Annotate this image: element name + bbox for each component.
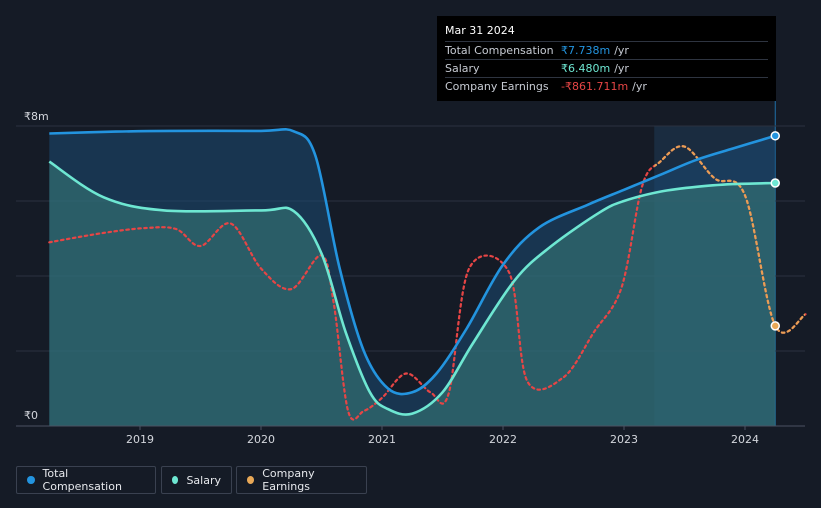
company-earnings-marker: [770, 321, 780, 331]
tooltip-value: ₹6.480m: [561, 62, 611, 75]
total-compensation-marker: [770, 131, 780, 141]
legend-label: Company Earnings: [262, 467, 315, 493]
legend-total-compensation[interactable]: Total Compensation: [16, 466, 156, 494]
company-earnings-line-forecast: [654, 145, 805, 334]
tooltip-label: Salary: [445, 62, 480, 75]
tooltip-value: ₹7.738m: [561, 44, 611, 57]
legend-dot-icon: [27, 476, 35, 484]
x-tick-label: 2022: [489, 433, 517, 446]
total-compensation-line: [49, 128, 776, 396]
legend-salary[interactable]: Salary: [161, 466, 232, 494]
series-end-markers: [770, 131, 780, 331]
x-tick-label: 2024: [731, 433, 759, 446]
legend-dot-icon: [172, 476, 179, 484]
salary-area: [49, 161, 776, 426]
x-tick-label: 2021: [368, 433, 396, 446]
series-areas: [49, 129, 776, 427]
tooltip-value: -₹861.711m: [561, 80, 629, 93]
x-tick-label: 2023: [610, 433, 638, 446]
salary-line: [48, 160, 776, 416]
legend-company-earnings[interactable]: Company Earnings: [236, 466, 367, 494]
legend-label: Total Compensation: [42, 467, 122, 493]
tooltip-unit: /yr: [632, 80, 647, 93]
tooltip-row-earnings: Company Earnings -₹861.711m /yr: [445, 77, 768, 95]
salary-marker: [770, 178, 780, 188]
axes: 2019 2020 2021 2022 2023 2024 ₹8m ₹0: [16, 110, 805, 446]
legend-dot-icon: [247, 476, 255, 484]
x-tick-label: 2020: [247, 433, 275, 446]
x-tick-label: 2019: [126, 433, 154, 446]
tooltip-label: Total Compensation: [445, 44, 554, 57]
tooltip-date: Mar 31 2024: [445, 24, 515, 37]
y-tick-label: ₹8m: [24, 110, 49, 123]
tooltip-row-salary: Salary ₹6.480m /yr: [445, 59, 768, 77]
tooltip-row-total: Total Compensation ₹7.738m /yr: [445, 41, 768, 59]
y-tick-label: ₹0: [24, 409, 38, 422]
legend-label: Salary: [186, 473, 221, 487]
tooltip-unit: /yr: [614, 62, 629, 75]
tooltip-label: Company Earnings: [445, 80, 549, 93]
tooltip-unit: /yr: [614, 44, 629, 57]
tooltip: Mar 31 2024 Total Compensation ₹7.738m /…: [437, 16, 776, 101]
series-lines: [48, 128, 807, 421]
